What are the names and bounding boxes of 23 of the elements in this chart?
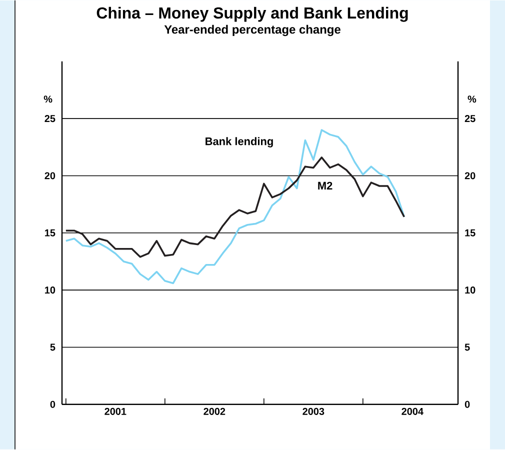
text: Bank lending <box>206 137 273 148</box>
y2-tick-label: 10 <box>465 286 476 294</box>
x-tick-label: 2003 <box>302 408 324 416</box>
y2-axis-title: % <box>468 96 476 103</box>
y2-tick-label: 15 <box>465 230 476 236</box>
chart-title: China – Money Supply and Bank Lending <box>96 7 408 22</box>
y2-tick-label: 25 <box>464 115 476 122</box>
y-tick-label: 15 <box>45 230 56 236</box>
chart-subtitle: Year-ended percentage change <box>164 25 340 36</box>
series-label: M2 <box>318 182 332 190</box>
y-tick-label: 5 <box>50 344 56 351</box>
x-tick-label: 2001 <box>104 408 126 416</box>
y2-tick-label: 5 <box>464 344 470 351</box>
y2-tick-label: 0 <box>464 400 470 408</box>
x-tick-label: 2004 <box>402 408 424 416</box>
line-series <box>65 129 406 284</box>
y2-tick-label: 20 <box>464 172 476 180</box>
y-tick-label: 0 <box>50 400 56 408</box>
y-tick-label: 10 <box>45 286 56 294</box>
x-tick-label: 2002 <box>204 408 226 416</box>
y-tick-label: 20 <box>44 172 56 180</box>
y-tick-label: 25 <box>44 115 56 122</box>
y-axis-title: % <box>44 96 52 103</box>
